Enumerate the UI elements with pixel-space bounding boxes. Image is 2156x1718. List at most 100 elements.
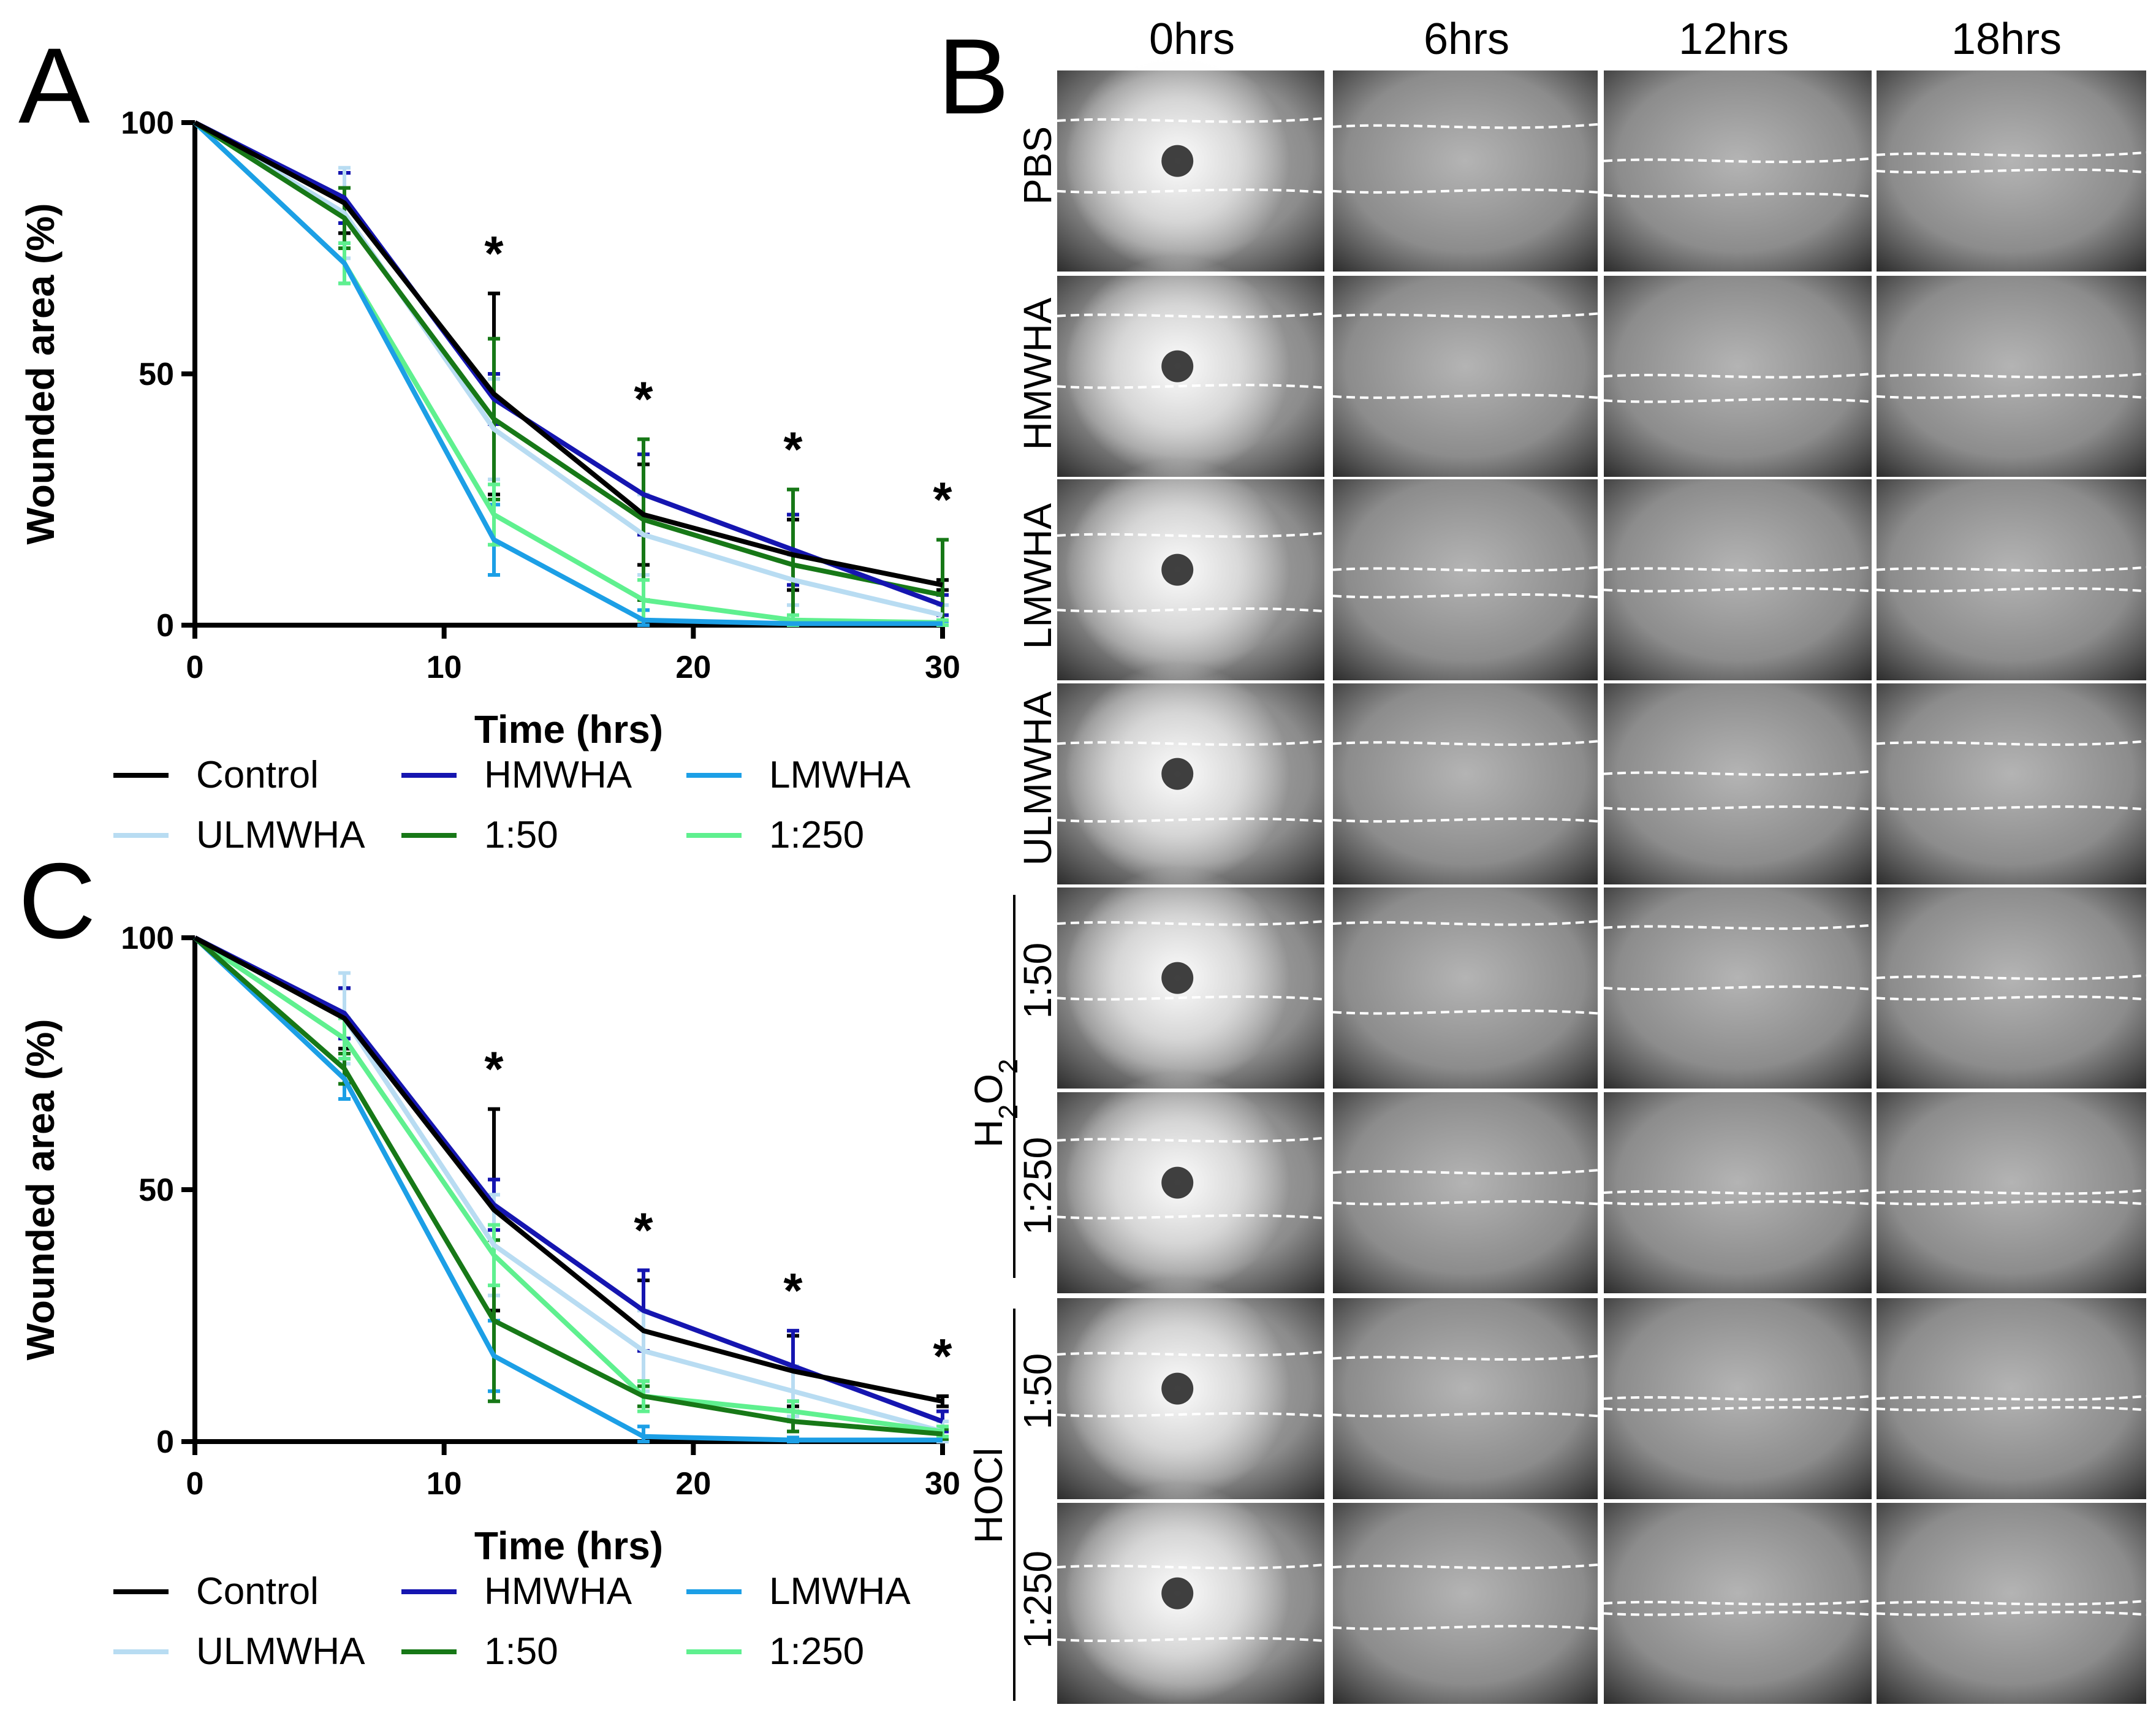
wound-edge-bottom-r4-c3	[1876, 995, 2147, 1001]
micrograph-center-spot-r2	[1161, 553, 1194, 586]
wound-edge-bottom-r2-c0	[1057, 607, 1325, 613]
wound-edge-bottom-r2-c3	[1876, 587, 2147, 593]
legend-label-c-2: LMWHA	[769, 1570, 911, 1613]
legend-label-a-2: LMWHA	[769, 754, 911, 796]
wound-edge-bottom-r4-c1	[1332, 1009, 1598, 1015]
wound-edge-top-r5-c1	[1332, 1169, 1598, 1175]
significance-star-a-3: *	[933, 473, 952, 527]
micrograph-r3-c2	[1604, 683, 1872, 884]
series-line-c-lmwha	[193, 936, 943, 1443]
micrograph-center-spot-r4	[1161, 962, 1194, 994]
wound-edge-bottom-r2-c2	[1603, 587, 1872, 593]
legend-label-a-5: 1:250	[769, 814, 864, 856]
y-tick-label-a-0: 0	[156, 608, 174, 644]
micrograph-r2-c3	[1877, 479, 2146, 680]
wound-edge-bottom-r4-c2	[1603, 985, 1872, 991]
series-line-c-1-250	[193, 935, 943, 1434]
row-label-hocl-1250: 1:250	[1015, 1551, 1060, 1649]
wound-edge-top-r6-c0	[1057, 1350, 1325, 1357]
micrograph-r5-c1	[1333, 1092, 1598, 1293]
micrograph-center-spot-r3	[1161, 758, 1194, 790]
x-tick-label-a-20: 20	[675, 650, 711, 685]
wound-edge-top-r2-c3	[1876, 566, 2147, 572]
panel-label-a: A	[18, 26, 90, 146]
significance-star-a-2: *	[783, 422, 803, 477]
micrograph-r2-c2	[1604, 479, 1872, 680]
wound-edge-top-r3-c0	[1057, 740, 1325, 746]
wound-edge-bottom-r7-c0	[1057, 1636, 1325, 1643]
x-tick-label-c-0: 0	[186, 1466, 204, 1502]
wound-edge-bottom-r2-c1	[1332, 593, 1598, 599]
x-tick-label-a-10: 10	[427, 650, 462, 685]
wound-edge-top-r5-c0	[1057, 1136, 1325, 1143]
wound-edge-bottom-r3-c1	[1332, 817, 1598, 823]
wound-edge-bottom-r3-c3	[1876, 805, 2147, 811]
wound-edge-bottom-r6-c2	[1603, 1406, 1872, 1412]
wound-edge-top-r1-c1	[1332, 312, 1598, 319]
significance-star-a-1: *	[634, 372, 653, 427]
micrograph-r5-c2	[1604, 1092, 1872, 1293]
wound-edge-top-r2-c0	[1057, 531, 1325, 538]
y-tick-label-c-0: 0	[156, 1424, 174, 1460]
micrograph-r6-c2	[1604, 1298, 1872, 1499]
wound-edge-top-r1-c3	[1876, 373, 2147, 379]
wound-edge-top-r0-c0	[1057, 117, 1325, 123]
micrograph-r2-c1	[1333, 479, 1598, 680]
legend-label-a-1: HMWHA	[484, 754, 632, 796]
micrograph-center-spot-r7	[1161, 1577, 1194, 1610]
wound-edge-top-r7-c3	[1876, 1600, 2147, 1606]
x-axis-title-c: Time (hrs)	[474, 1524, 663, 1568]
wound-edge-bottom-r7-c3	[1876, 1611, 2147, 1616]
legend-label-c-1: HMWHA	[484, 1570, 632, 1613]
x-tick-label-a-30: 30	[925, 650, 960, 685]
wound-edge-top-r0-c2	[1603, 157, 1872, 164]
y-tick-label-c-100: 100	[121, 921, 174, 956]
micrograph-r0-c2	[1604, 70, 1872, 272]
micrograph-r4-c1	[1333, 888, 1598, 1089]
significance-star-c-3: *	[933, 1329, 952, 1383]
group-label-h2o2: H2O2	[966, 1059, 1023, 1148]
panel-label-b: B	[938, 17, 1009, 137]
wound-edge-top-r2-c2	[1603, 566, 1872, 572]
wound-edge-top-r5-c2	[1603, 1189, 1872, 1195]
wound-edge-top-r6-c3	[1876, 1395, 2147, 1401]
micrograph-center-spot-r1	[1161, 350, 1194, 382]
significance-star-c-0: *	[484, 1041, 504, 1096]
wound-edge-bottom-r5-c0	[1057, 1214, 1325, 1220]
micrograph-r4-c2	[1604, 888, 1872, 1089]
legend-label-c-5: 1:250	[769, 1630, 864, 1673]
wound-edge-bottom-r6-c0	[1057, 1412, 1325, 1418]
micrograph-r1-c2	[1604, 276, 1872, 477]
row-label-hocl-150: 1:50	[1015, 1353, 1060, 1430]
wound-edge-top-r4-c1	[1332, 920, 1598, 926]
legend-label-c-3: ULMWHA	[196, 1630, 365, 1673]
y-tick-label-a-50: 50	[139, 357, 174, 392]
y-tick-label-a-100: 100	[121, 105, 174, 141]
wound-edge-top-r2-c1	[1332, 566, 1598, 572]
col-head-6hrs: 6hrs	[1424, 15, 1509, 64]
wound-edge-bottom-r6-c3	[1876, 1406, 2147, 1412]
wound-edge-bottom-r0-c0	[1057, 188, 1325, 194]
wound-edge-top-r4-c3	[1876, 974, 2147, 981]
row-label-h2o2-150: 1:50	[1015, 943, 1060, 1019]
wound-edge-bottom-r0-c1	[1332, 188, 1598, 194]
wound-edge-bottom-r0-c2	[1603, 192, 1872, 198]
x-tick-label-c-10: 10	[427, 1466, 462, 1502]
wound-edge-top-r0-c1	[1332, 123, 1598, 129]
significance-star-c-2: *	[783, 1263, 803, 1318]
wound-edge-bottom-r7-c2	[1603, 1611, 1872, 1616]
wound-edge-bottom-r1-c1	[1332, 393, 1598, 399]
y-tick-label-c-50: 50	[139, 1173, 174, 1208]
micrograph-r7-c2	[1604, 1503, 1872, 1704]
row-label-hmwha: HMWHA	[1015, 297, 1060, 450]
wound-edge-top-r1-c2	[1603, 373, 1872, 379]
wound-edge-bottom-r7-c1	[1332, 1625, 1598, 1630]
wound-edge-top-r3-c2	[1603, 770, 1872, 777]
x-tick-label-a-0: 0	[186, 650, 204, 685]
micrograph-grid	[1057, 50, 2147, 1705]
x-tick-label-c-30: 30	[925, 1466, 960, 1502]
col-head-12hrs: 12hrs	[1679, 15, 1789, 64]
wound-edge-bottom-r3-c2	[1603, 805, 1872, 811]
wound-edge-bottom-r6-c1	[1332, 1412, 1598, 1418]
